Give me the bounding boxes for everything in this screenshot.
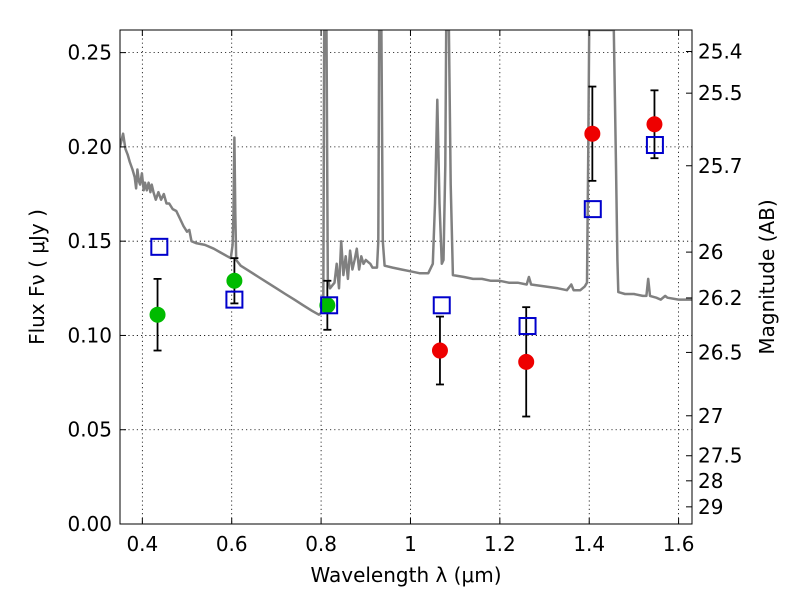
x-tick-label: 1.2: [484, 532, 516, 556]
data-point-nir: [584, 125, 601, 142]
model-band-square: [432, 296, 451, 315]
right-tick-label: 25.5: [698, 81, 743, 105]
y-tick-label: 0.05: [67, 418, 112, 442]
plot-area: [120, 30, 692, 316]
x-axis-label: Wavelength λ (μm): [310, 563, 501, 587]
model-spectrum-line: [120, 30, 692, 316]
right-axis-label: Magnitude (AB): [755, 199, 779, 354]
data-point-optical: [149, 306, 166, 323]
data-markers: [149, 85, 664, 418]
y-tick-label: 0.10: [67, 323, 112, 347]
axes: 0.4 0.6 0.8 1 1.2 1.4 1.6 0.00 0.05 0.10 0.15 0.20 0…: [67, 30, 743, 556]
data-point-optical: [226, 272, 243, 289]
y-tick-label: 0.15: [67, 229, 112, 253]
x-tick-label: 0.6: [216, 532, 248, 556]
right-tick-label: 28: [698, 469, 723, 493]
y-axis-label: Flux Fν ( μJy ): [25, 209, 49, 345]
grid: [120, 30, 692, 524]
model-band-square: [150, 237, 169, 256]
x-tick-label: 1: [404, 532, 417, 556]
right-tick-label: 26.5: [698, 340, 743, 364]
data-point-nir: [646, 116, 663, 133]
x-tick-label: 1.4: [573, 532, 605, 556]
right-tick-label: 25.4: [698, 39, 743, 63]
right-tick-label: 26.2: [698, 286, 743, 310]
y-tick-label: 0.25: [67, 41, 112, 65]
y-tick-label: 0.00: [67, 512, 112, 536]
right-tick-label: 27: [698, 404, 723, 428]
data-point-nir: [431, 342, 448, 359]
data-point-nir: [518, 353, 535, 370]
right-tick-label: 29: [698, 495, 723, 519]
model-band-square: [518, 317, 537, 336]
model-band-square: [225, 290, 244, 309]
y-tick-label: 0.20: [67, 135, 112, 159]
right-tick-label: 25.7: [698, 154, 743, 178]
x-tick-label: 1.6: [663, 532, 695, 556]
right-tick-label: 27.5: [698, 444, 743, 468]
plot-frame: [119, 29, 693, 525]
right-tick-label: 26: [698, 240, 723, 264]
x-tick-label: 0.8: [305, 532, 337, 556]
model-band-square: [320, 296, 339, 315]
model-band-square: [645, 136, 664, 155]
model-band-square: [583, 200, 602, 219]
x-tick-label: 0.4: [126, 532, 158, 556]
